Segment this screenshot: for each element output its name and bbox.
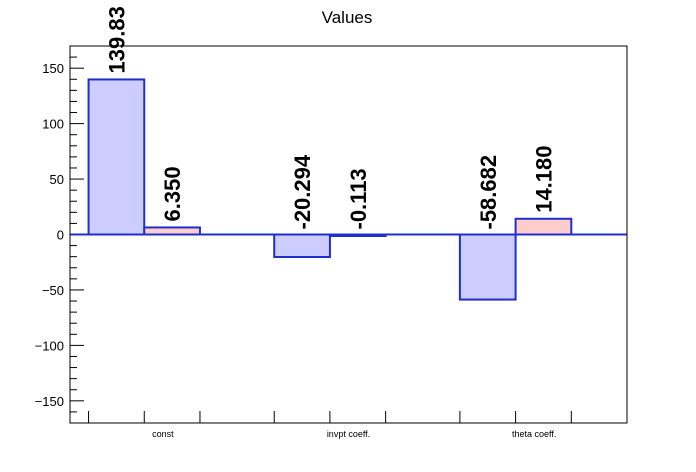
bar-value-label: 139.83 [104, 6, 129, 73]
chart-title: Values [322, 8, 373, 27]
y-tick-label: 100 [42, 117, 64, 132]
bar [514, 217, 573, 236]
y-tick-label: 0 [57, 228, 64, 243]
bar-value-label: 14.180 [531, 145, 556, 212]
bar-value-label: -58.682 [476, 155, 501, 230]
bar [143, 226, 201, 236]
x-category-label: invpt coeff. [327, 429, 370, 439]
y-tick-label: −50 [42, 283, 64, 298]
y-tick-label: 50 [50, 172, 64, 187]
bar [87, 78, 146, 236]
bar-value-label: 6.350 [160, 166, 185, 221]
plot-frame [69, 45, 628, 424]
bar [273, 233, 331, 259]
bar-value-label: -20.294 [290, 154, 315, 229]
y-tick-label: −150 [35, 394, 64, 409]
x-category-label: const [152, 429, 174, 439]
y-tick-label: 150 [42, 61, 64, 76]
y-tick-label: −100 [35, 338, 64, 353]
bar-value-label: -0.113 [346, 168, 371, 229]
bar [458, 233, 517, 301]
x-category-label: theta coeff. [512, 429, 556, 439]
